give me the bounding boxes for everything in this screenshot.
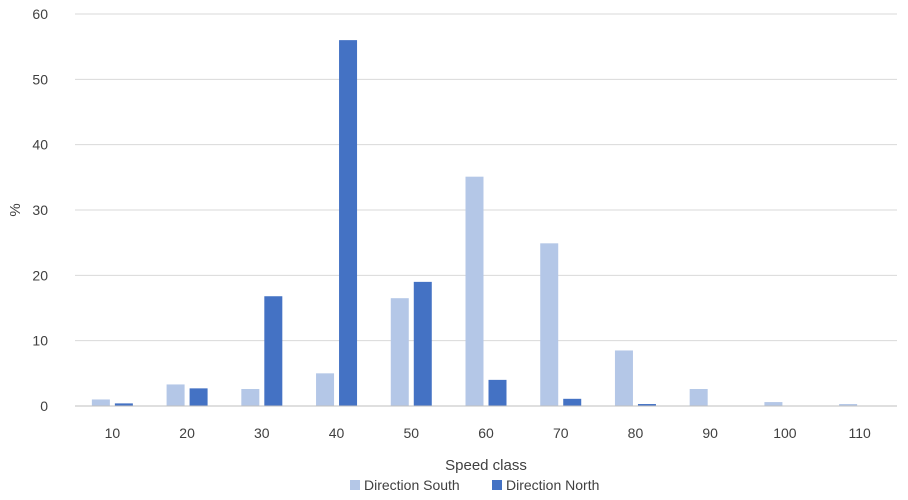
bar-direction-south-110: [839, 404, 858, 406]
x-tick-label: 90: [702, 425, 718, 441]
x-tick-label: 10: [105, 425, 121, 441]
legend-swatch: [492, 480, 502, 490]
bar-direction-south-80: [614, 350, 633, 406]
x-axis-ticks: 10 20 30 40 50 60 70 80 90 100 110: [105, 425, 871, 441]
x-tick-label: 20: [179, 425, 195, 441]
y-tick-label: 50: [32, 71, 48, 87]
bar-direction-north-20: [189, 388, 208, 406]
x-tick-label: 110: [848, 425, 871, 441]
bar-direction-south-90: [689, 389, 708, 406]
bar-direction-north-80: [637, 404, 656, 406]
legend-label: Direction North: [506, 477, 599, 493]
bar-direction-south-20: [166, 384, 185, 406]
bar-direction-south-60: [465, 176, 484, 406]
y-tick-label: 60: [32, 6, 48, 22]
y-tick-label: 20: [32, 267, 48, 283]
x-tick-label: 40: [329, 425, 345, 441]
bars: [91, 40, 858, 407]
legend-swatch: [350, 480, 360, 490]
x-tick-label: 60: [478, 425, 494, 441]
bar-direction-north-30: [264, 296, 283, 406]
y-axis-ticks: 0 10 20 30 40 50 60: [32, 6, 48, 414]
bar-direction-south-10: [91, 399, 110, 406]
x-tick-label: 50: [403, 425, 419, 441]
bar-direction-south-100: [764, 402, 783, 406]
bar-direction-north-60: [488, 379, 507, 406]
y-tick-label: 0: [40, 398, 48, 414]
bar-direction-north-40: [339, 40, 358, 407]
bar-direction-north-10: [114, 403, 133, 406]
bar-direction-south-50: [390, 298, 409, 406]
y-axis-title: %: [7, 203, 24, 216]
x-tick-label: 80: [628, 425, 644, 441]
legend-label: Direction South: [364, 477, 460, 493]
x-tick-label: 100: [773, 425, 797, 441]
x-tick-label: 70: [553, 425, 569, 441]
bar-direction-south-70: [540, 243, 559, 406]
legend: Direction South Direction North: [350, 477, 599, 493]
y-tick-label: 10: [32, 333, 48, 349]
y-tick-label: 30: [32, 202, 48, 218]
gridlines: [75, 13, 897, 342]
y-tick-label: 40: [32, 137, 48, 153]
bar-direction-south-40: [316, 373, 335, 406]
bar-direction-north-70: [563, 398, 582, 406]
x-tick-label: 30: [254, 425, 270, 441]
bar-direction-north-50: [413, 281, 432, 406]
bar-direction-south-30: [241, 389, 260, 406]
x-axis-title: Speed class: [445, 457, 527, 474]
